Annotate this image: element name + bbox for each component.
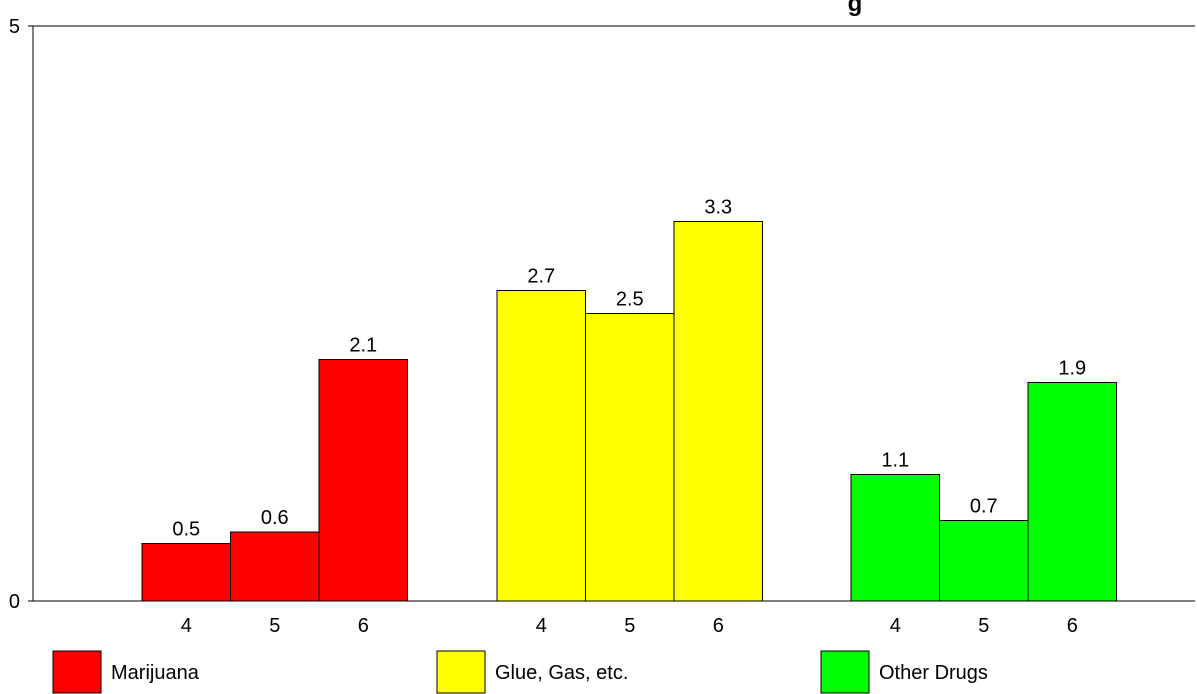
legend-label: Marijuana (111, 662, 200, 684)
bar (318, 359, 408, 602)
bar (230, 531, 320, 602)
x-tick-label: 4 (536, 615, 547, 637)
bar (850, 474, 940, 602)
bar (585, 313, 675, 602)
data-label: 2.1 (349, 335, 377, 357)
y-tick-label: 5 (9, 16, 20, 38)
x-tick-label: 4 (181, 615, 192, 637)
bar (939, 520, 1029, 602)
legend-label: Glue, Gas, etc. (495, 662, 628, 684)
legend-swatch (436, 650, 486, 694)
x-tick-label: 5 (624, 615, 635, 637)
bars: 0.5 4 0.6 5 2.1 6 2.7 4 2.5 5 3.3 6 1.1 4 0.7 5 1.9 6 (141, 197, 1117, 637)
x-tick-label: 6 (713, 615, 724, 637)
data-label: 0.7 (970, 496, 998, 518)
data-label: 3.3 (704, 197, 732, 219)
legend-label: Other Drugs (879, 662, 988, 684)
data-label: 2.5 (616, 289, 644, 311)
legend-swatch (820, 650, 870, 694)
bar (673, 221, 763, 602)
bar (1027, 382, 1117, 602)
data-label: 0.5 (172, 519, 200, 541)
x-tick-label: 4 (890, 615, 901, 637)
x-tick-label: 5 (269, 615, 280, 637)
x-tick-label: 6 (358, 615, 369, 637)
legend: Marijuana Glue, Gas, etc. Other Drugs (52, 650, 988, 694)
data-label: 1.9 (1058, 358, 1086, 380)
legend-swatch (52, 650, 102, 694)
data-label: 0.6 (261, 507, 289, 529)
chart-title: g (848, 0, 863, 17)
y-tick-label: 0 (9, 591, 20, 613)
x-tick-label: 6 (1067, 615, 1078, 637)
bar (496, 290, 586, 602)
data-label: 1.1 (881, 450, 909, 472)
bar (141, 543, 231, 602)
x-tick-label: 5 (978, 615, 989, 637)
data-label: 2.7 (527, 266, 555, 288)
